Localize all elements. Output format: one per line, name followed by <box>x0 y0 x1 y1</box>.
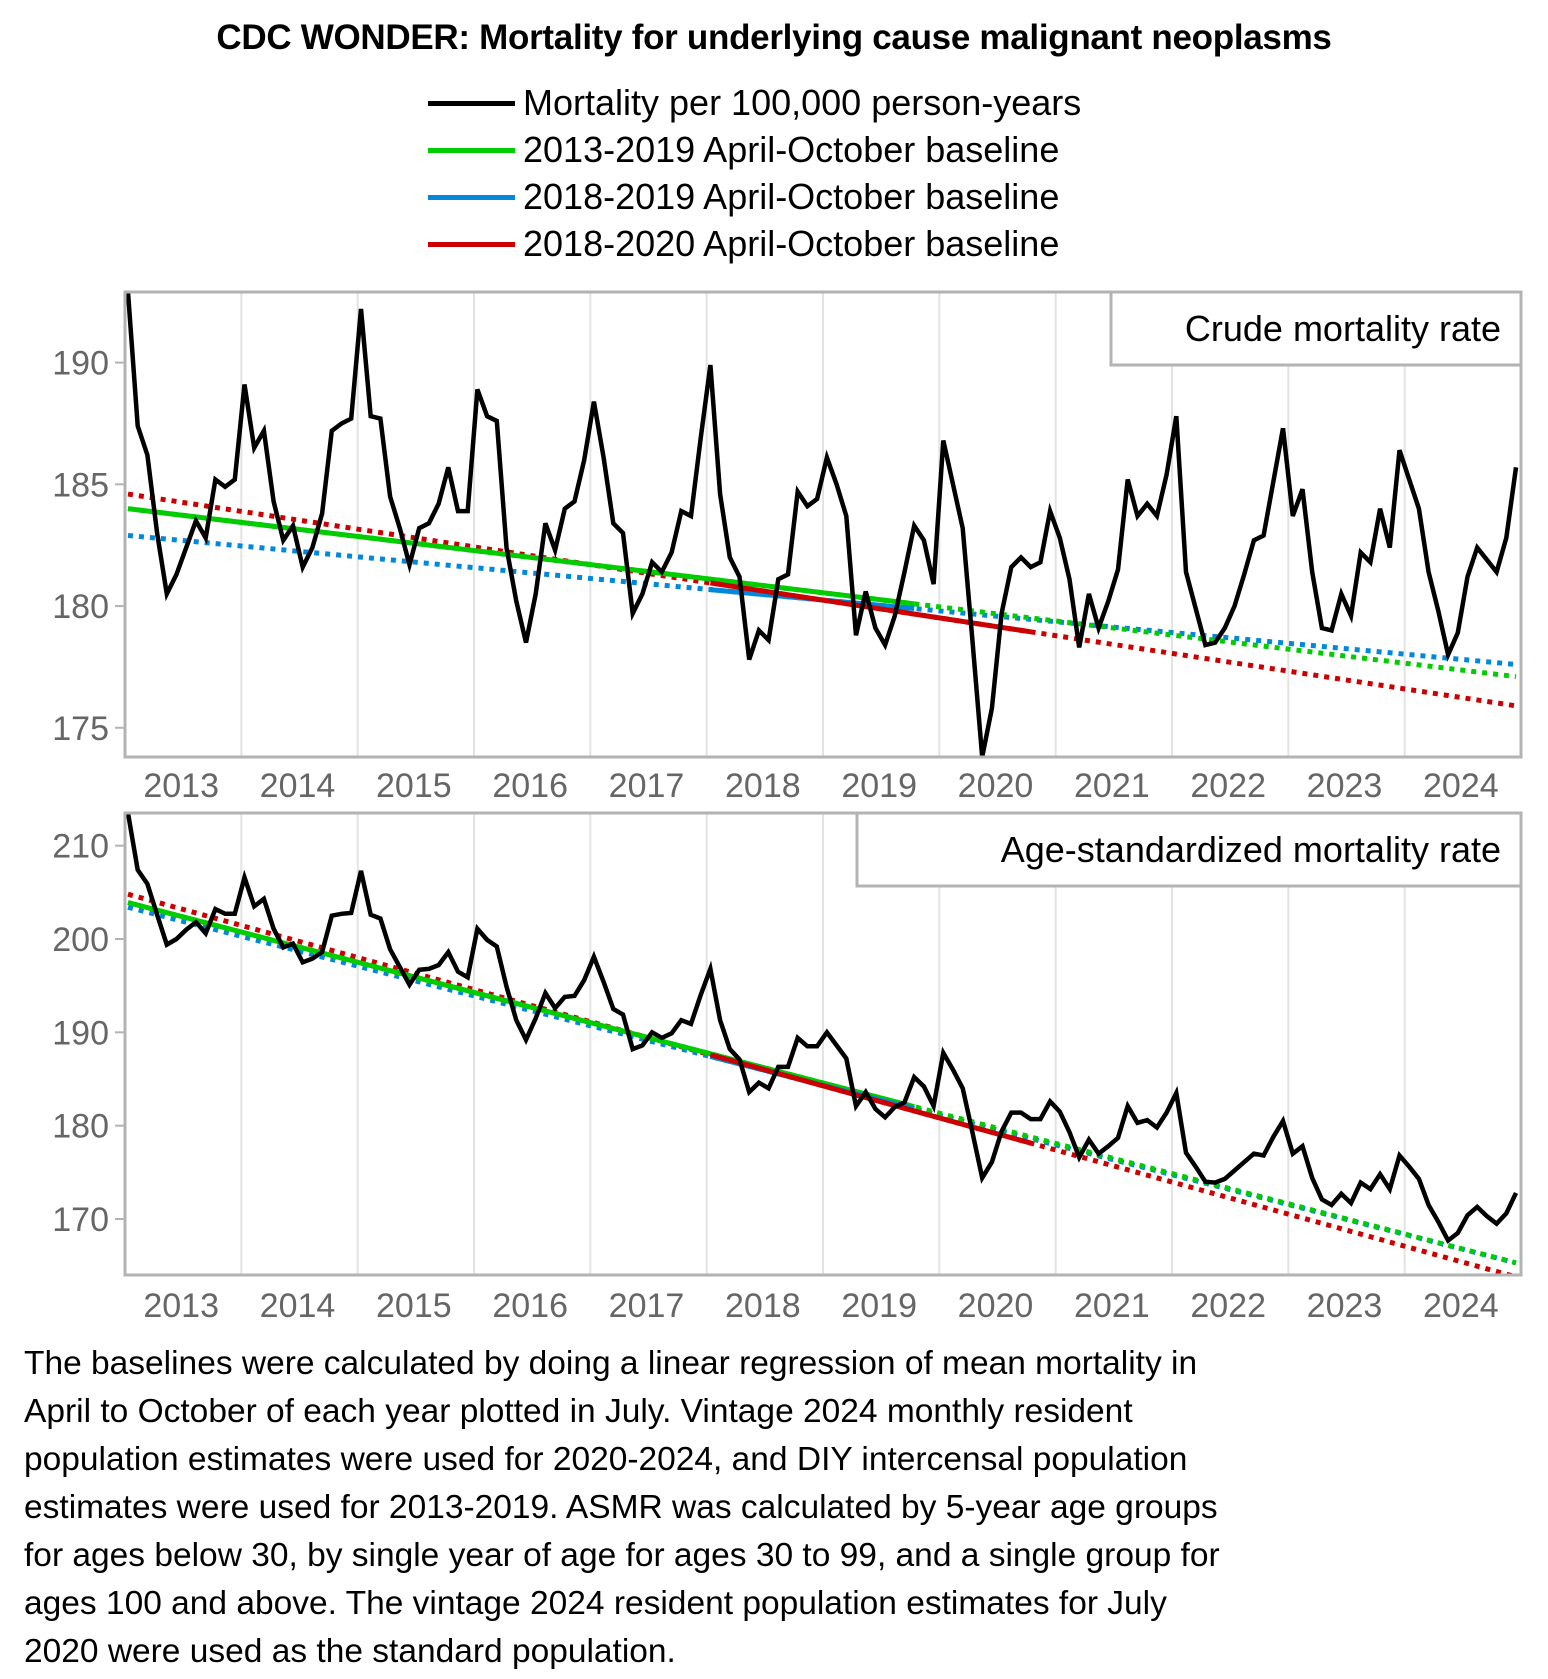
x-tick-label: 2016 <box>492 767 568 805</box>
x-tick-label: 2017 <box>609 1287 685 1325</box>
x-tick-label: 2023 <box>1307 1287 1383 1325</box>
panel-title: Crude mortality rate <box>1185 308 1501 349</box>
x-tick-label: 2014 <box>260 1287 336 1325</box>
mortality-series-line <box>125 813 1519 1244</box>
mortality-series-line <box>125 292 1519 757</box>
legend-label: 2013-2019 April-October baseline <box>523 129 1060 170</box>
y-tick-label: 190 <box>52 1014 109 1052</box>
x-tick-label: 2017 <box>609 767 685 805</box>
x-tick-label: 2016 <box>492 1287 568 1325</box>
plot-area <box>125 292 1519 757</box>
x-tick-label: 2013 <box>143 767 219 805</box>
x-tick-label: 2019 <box>841 1287 917 1325</box>
legend-item-baseline-2018-2019: 2018-2019 April-October baseline <box>428 174 1059 220</box>
x-tick-label: 2021 <box>1074 767 1150 805</box>
y-tick-label: 175 <box>52 710 109 748</box>
panel-label-box <box>1109 290 1523 367</box>
legend-swatch-blue <box>428 194 515 200</box>
legend-swatch-red <box>428 241 515 247</box>
x-tick-label: 2019 <box>841 767 917 805</box>
x-tick-label: 2015 <box>376 1287 452 1325</box>
x-tick-label: 2022 <box>1190 767 1266 805</box>
x-tick-label: 2020 <box>958 767 1034 805</box>
panel-crude-mortality: 2013 2014 2015 2016 2017 2018 2019 2020 2021 2022… <box>52 290 1523 805</box>
legend-swatch-black <box>428 100 515 106</box>
y-tick-label: 190 <box>52 345 109 383</box>
x-tick-label: 2021 <box>1074 1287 1150 1325</box>
panel-title: Age-standardized mortality rate <box>1001 829 1501 870</box>
x-tick-label: 2022 <box>1190 1287 1266 1325</box>
baseline-projection-line <box>127 491 1517 709</box>
y-tick-label: 170 <box>52 1201 109 1239</box>
chart-title: CDC WONDER: Mortality for underlying cau… <box>216 18 1332 57</box>
panel-label-box <box>855 811 1523 888</box>
legend-label: 2018-2020 April-October baseline <box>523 223 1060 264</box>
legend-item-baseline-2013-2019: 2013-2019 April-October baseline <box>428 127 1059 173</box>
x-tick-label: 2024 <box>1423 767 1499 805</box>
x-tick-label: 2024 <box>1423 1287 1499 1325</box>
legend-swatch-green <box>428 147 515 153</box>
y-tick-label: 185 <box>52 466 109 504</box>
y-tick-label: 180 <box>52 1108 109 1146</box>
x-tick-label: 2015 <box>376 767 452 805</box>
panel-border <box>123 811 1523 1277</box>
panel-border <box>123 290 1523 759</box>
legend-item-mortality: Mortality per 100,000 person-years <box>428 80 1081 126</box>
x-tick-label: 2023 <box>1307 767 1383 805</box>
x-tick-label: 2013 <box>143 1287 219 1325</box>
x-tick-label: 2018 <box>725 767 801 805</box>
legend-label: 2018-2019 April-October baseline <box>523 176 1060 217</box>
x-tick-label: 2018 <box>725 1287 801 1325</box>
x-tick-label: 2014 <box>260 767 336 805</box>
y-tick-label: 200 <box>52 921 109 959</box>
legend-label: Mortality per 100,000 person-years <box>523 82 1082 123</box>
footnote-text: The baselines were calculated by doing a… <box>24 1345 1220 1670</box>
y-tick-label: 210 <box>52 828 109 866</box>
y-tick-label: 180 <box>52 588 109 626</box>
plot-area <box>125 813 1519 1275</box>
legend-item-baseline-2018-2020: 2018-2020 April-October baseline <box>428 221 1059 267</box>
baseline-fit-line <box>127 506 915 607</box>
x-tick-label: 2020 <box>958 1287 1034 1325</box>
panel-age-standardized-mortality: 2013 2014 2015 2016 2017 2018 2019 2020 2021 2022… <box>52 811 1523 1325</box>
